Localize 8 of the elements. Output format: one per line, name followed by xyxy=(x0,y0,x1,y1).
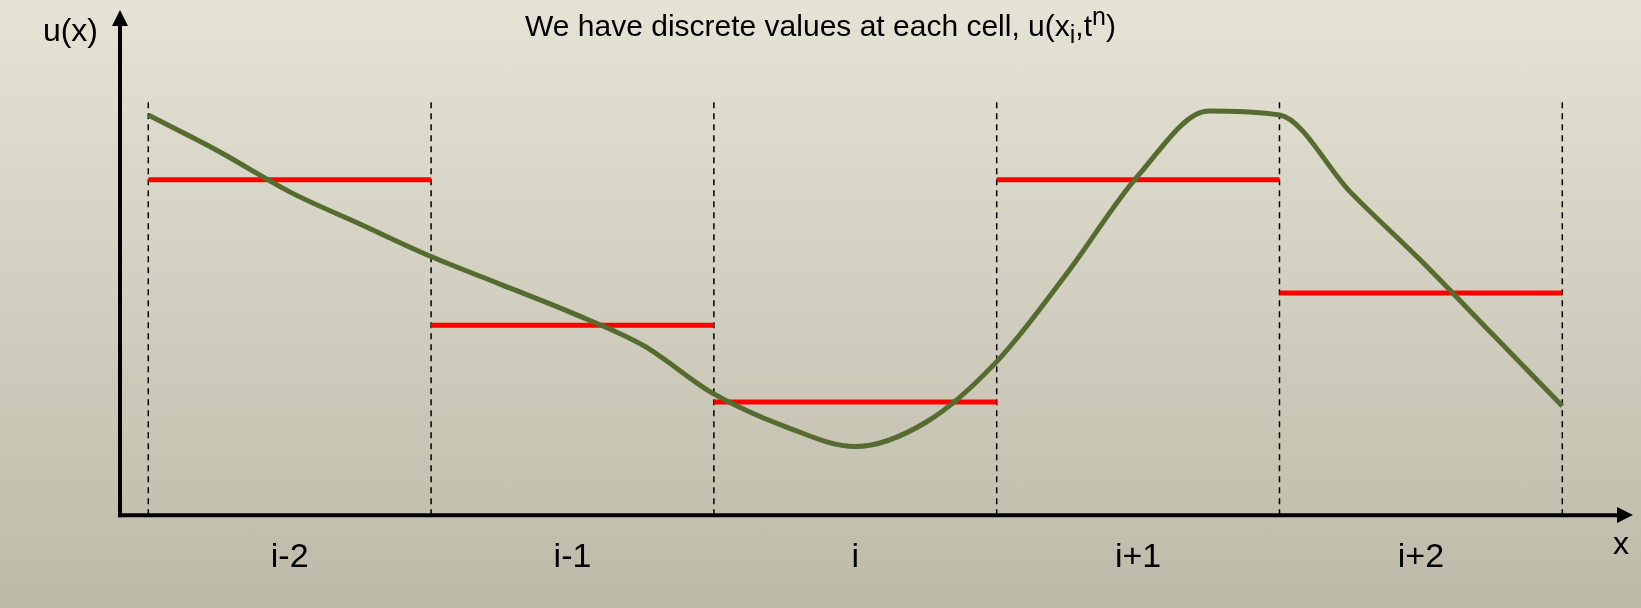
x-tick-label: i-2 xyxy=(270,535,309,574)
chart-title: We have discrete values at each cell, u(x$_{i}$,t$^{n}$) xyxy=(525,2,1116,48)
x-tick-label: i xyxy=(851,535,860,574)
y-axis-title: u(x) xyxy=(42,11,98,48)
x-axis-title: x xyxy=(1613,525,1629,562)
x-tick-label: i-1 xyxy=(553,535,592,574)
x-tick-label: i+1 xyxy=(1114,535,1162,574)
x-tick-label: i+2 xyxy=(1397,535,1445,574)
